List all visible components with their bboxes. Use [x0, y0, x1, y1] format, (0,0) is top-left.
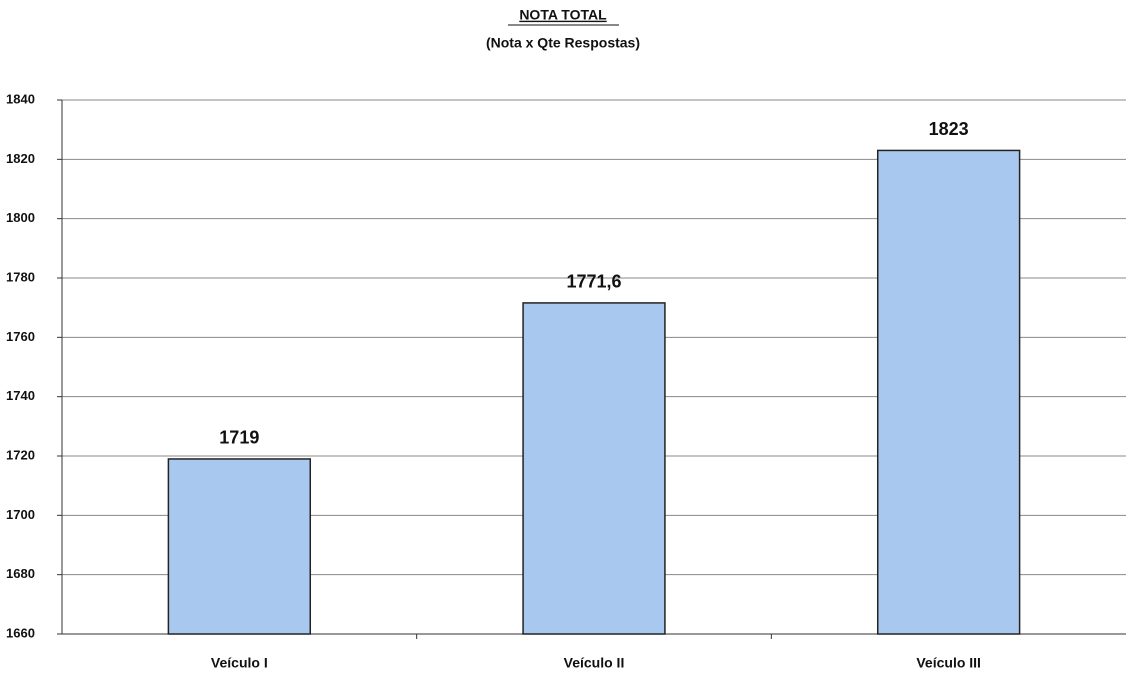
x-tick-label: Veículo III — [916, 655, 981, 671]
y-tick-label: 1800 — [6, 210, 35, 225]
chart-title: NOTA TOTAL — [519, 7, 607, 23]
bar — [522, 302, 666, 635]
chart-subtitle: (Nota x Qte Respostas) — [486, 35, 640, 51]
value-label: 1823 — [929, 119, 969, 139]
x-tick-label: Veículo II — [564, 655, 625, 671]
y-tick-label: 1740 — [6, 388, 35, 403]
y-tick-label: 1660 — [6, 625, 35, 640]
y-tick-label: 1760 — [6, 329, 35, 344]
bar — [167, 458, 312, 635]
y-tick-label: 1840 — [6, 91, 35, 106]
y-tick-label: 1700 — [6, 507, 35, 522]
x-tick-label: Veículo I — [211, 655, 268, 671]
value-label: 1719 — [219, 428, 259, 448]
bar — [876, 149, 1021, 635]
y-tick-label: 1680 — [6, 566, 35, 581]
y-tick-label: 1820 — [6, 151, 35, 166]
value-label: 1771,6 — [566, 272, 621, 292]
y-tick-label: 1780 — [6, 269, 35, 284]
y-tick-label: 1720 — [6, 447, 35, 462]
